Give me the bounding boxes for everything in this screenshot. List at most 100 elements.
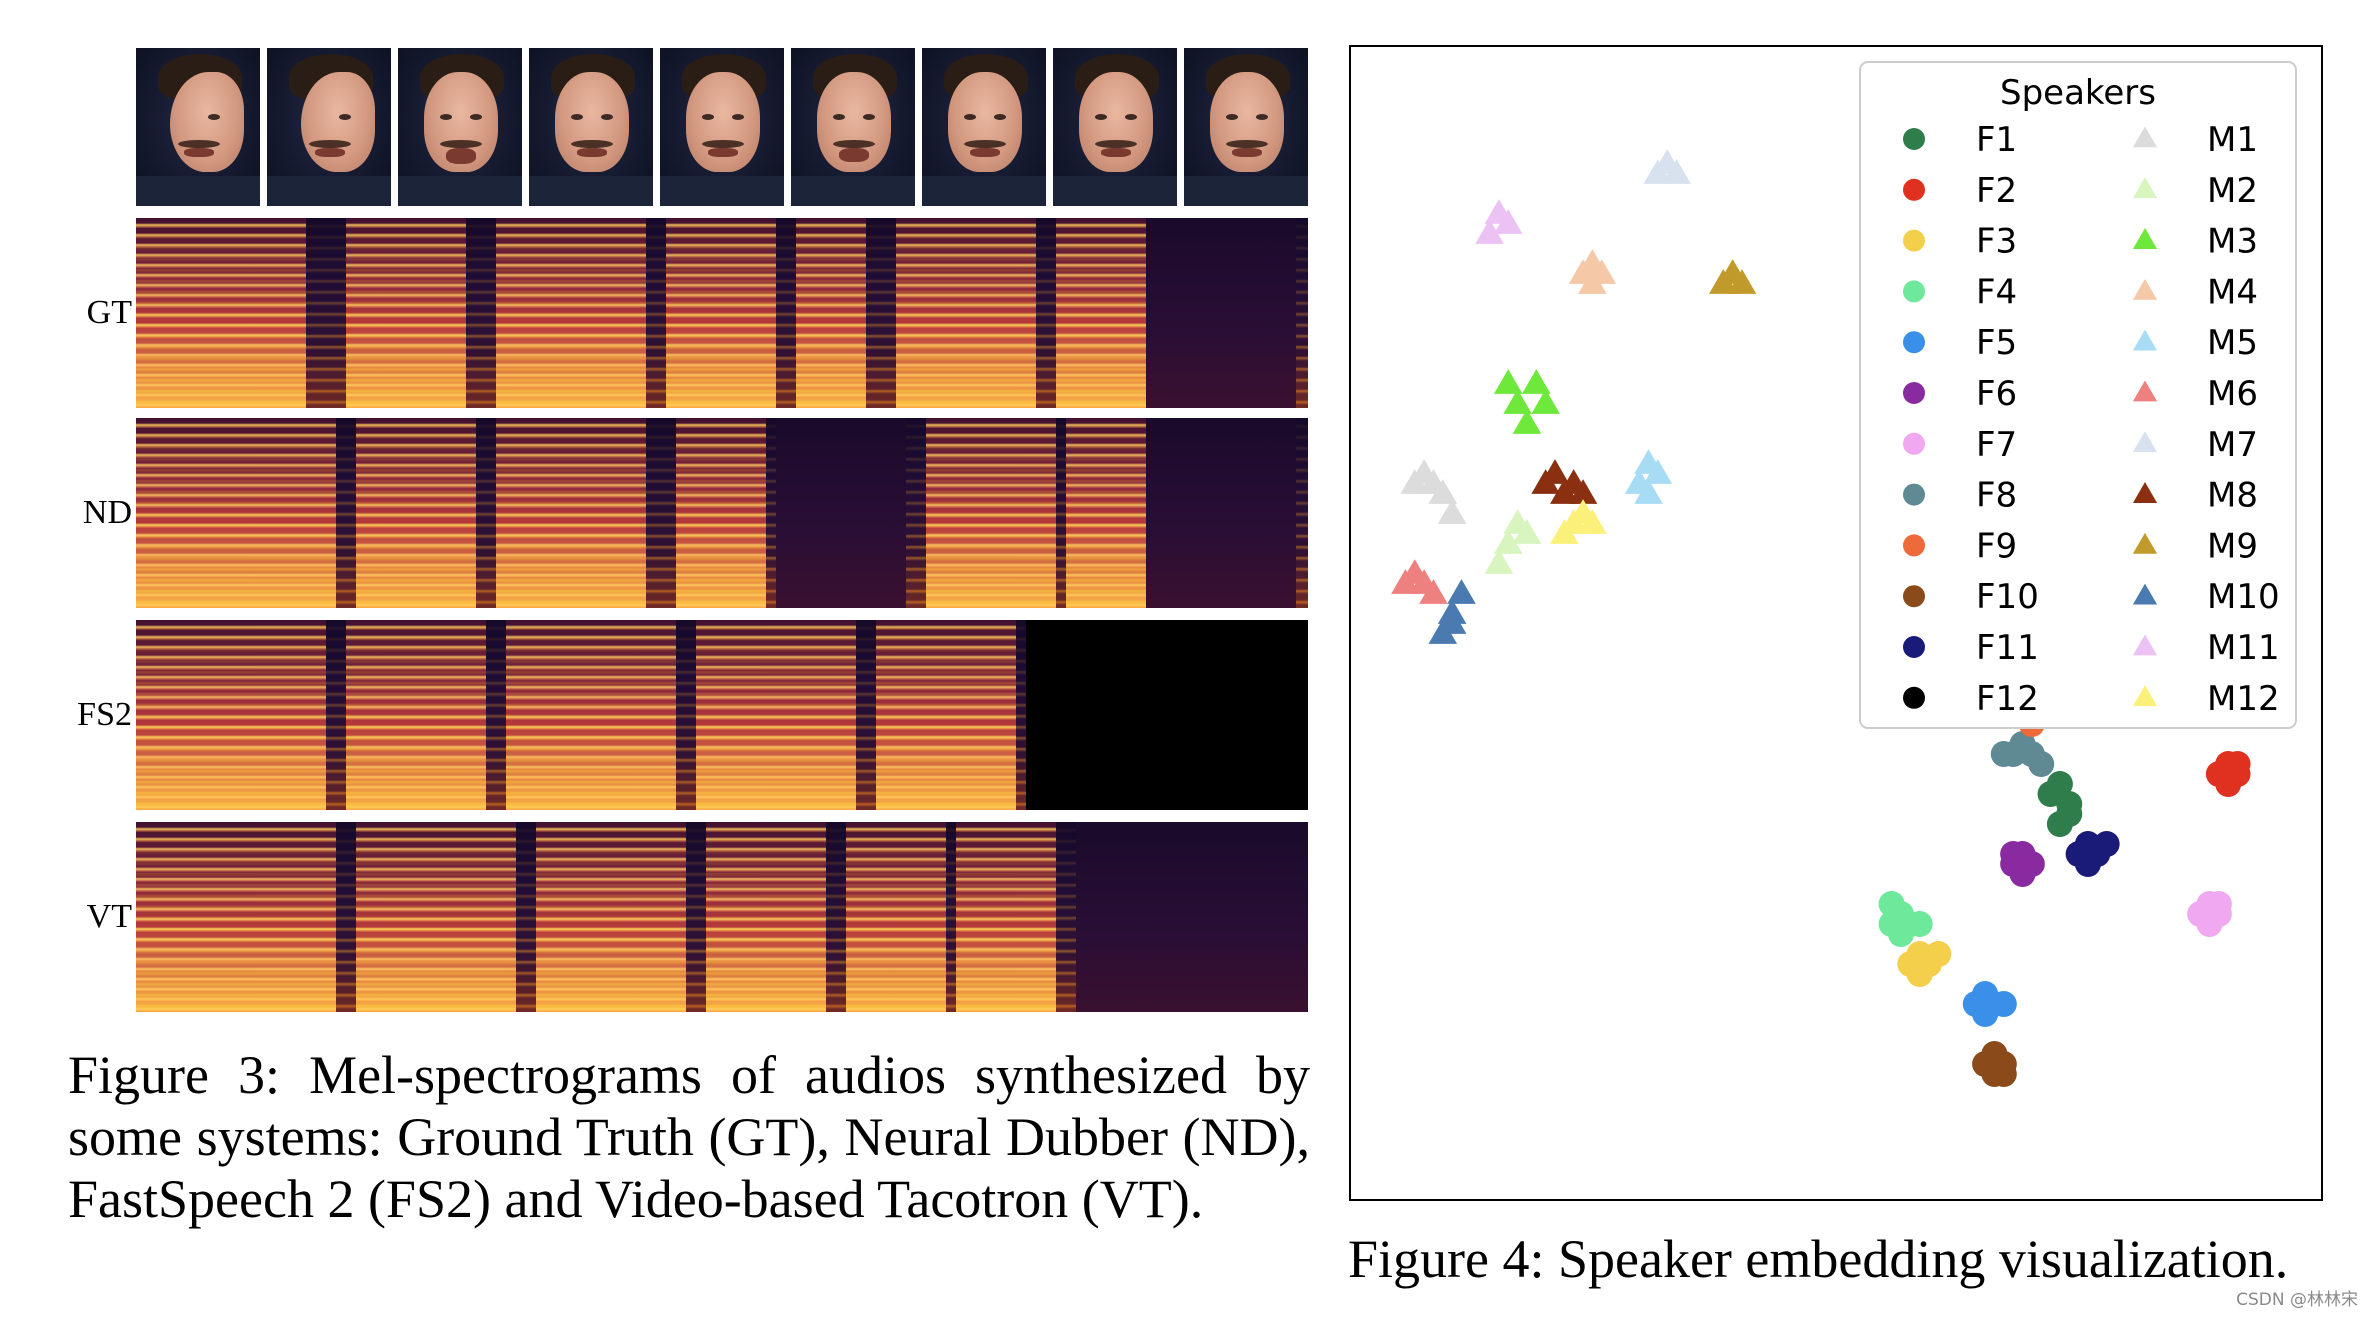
scatter-point-f11 [2093,831,2120,857]
scatter-point-f1 [2056,791,2083,817]
legend-label-f2: F2 [1976,171,2017,211]
legend-label-m4: M4 [2207,272,2258,312]
legend-marker-m6 [2132,380,2158,402]
legend-marker-f6 [1903,382,1925,404]
legend-marker-f1 [1903,128,1925,150]
scatter-point-m3 [1531,389,1560,414]
video-frame-3 [398,48,522,206]
spectrogram-nd [136,418,1308,608]
scatter-point-f8 [1990,741,2017,767]
speaker-embedding-scatter: Speakers F1 F2 F3 F4 F5 F6 F7 F8 F9 F10 F11 F12 M1 M2… [1349,45,2323,1201]
scatter-point-m9 [1727,269,1757,294]
legend-marker-m4 [2132,278,2158,300]
scatter-point-f3 [1906,961,1933,987]
scatter-point-m8 [1540,459,1570,484]
legend-label-f8: F8 [1976,476,2017,516]
legend-marker-f4 [1903,280,1925,303]
scatter-point-f8 [2028,751,2055,777]
video-frames-strip [136,48,1308,206]
spectrogram-row-fs2: FS2 [60,620,1310,810]
legend-label-m7: M7 [2207,425,2258,465]
scatter-point-f10 [1990,1061,2017,1087]
scatter-point-m3 [1512,409,1542,434]
scatter-point-m1 [1437,499,1467,524]
legend-label-m2: M2 [2207,171,2258,211]
legend-marker-m5 [2132,329,2158,351]
legend-label-f11: F11 [1976,628,2039,668]
legend-marker-f2 [1903,178,1925,201]
legend-marker-f10 [1903,585,1925,608]
legend-marker-m12 [2132,685,2158,707]
watermark: CSDN @林林宋 [2236,1290,2358,1310]
legend-marker-f12 [1903,686,1925,709]
scatter-point-m10 [1447,579,1476,604]
legend-label-m8: M8 [2207,476,2258,516]
scatter-point-f2 [2224,751,2251,777]
spectrogram-label: GT [86,294,132,331]
video-frame-7 [922,48,1046,206]
scatter-point-m3 [1503,389,1532,414]
figure-3-caption: Figure 3: Mel-spectrograms of audios syn… [68,1045,1310,1229]
legend-label-m10: M10 [2207,577,2280,617]
legend-label-m1: M1 [2207,120,2258,160]
scatter-point-f3 [1925,941,1952,967]
scatter-point-f5 [1990,991,2017,1017]
legend-marker-f9 [1903,534,1925,557]
legend-label-f10: F10 [1976,577,2039,617]
scatter-point-f7 [2196,911,2223,937]
spectrogram-fs2 [136,620,1308,810]
spectrogram-label: FS2 [77,696,132,733]
legend-label-m11: M11 [2207,628,2280,668]
legend-label-f9: F9 [1976,526,2017,566]
scatter-point-m3 [1522,369,1551,394]
video-frame-4 [529,48,653,206]
legend-marker-f5 [1903,331,1925,354]
spectrogram-gt [136,218,1308,408]
figure-4-caption: Figure 4: Speaker embedding visualizatio… [1348,1229,2289,1289]
legend: Speakers F1 F2 F3 F4 F5 F6 F7 F8 F9 F10 F11 F12 M1 M2… [1859,61,2297,729]
legend-marker-m9 [2132,532,2158,554]
scatter-point-m2 [1493,529,1523,554]
legend-label-f1: F1 [1976,120,2017,160]
scatter-point-m10 [1437,609,1467,634]
video-frame-8 [1053,48,1177,206]
legend-marker-f11 [1903,636,1925,658]
scatter-point-m4 [1578,269,1607,294]
spectrogram-label: ND [82,494,132,531]
legend-label-f6: F6 [1976,374,2017,414]
legend-marker-f3 [1903,229,1925,252]
legend-marker-m3 [2132,228,2158,249]
legend-label-m5: M5 [2207,323,2258,363]
legend-label-m3: M3 [2207,222,2258,262]
scatter-point-m8 [1568,479,1598,504]
legend-marker-m10 [2132,583,2158,605]
video-frame-9 [1184,48,1308,206]
scatter-point-f1 [2046,771,2073,797]
scatter-point-m11 [1475,219,1504,244]
scatter-point-m11 [1493,209,1523,234]
video-frame-1 [136,48,260,206]
legend-marker-m7 [2132,431,2158,453]
scatter-point-m2 [1512,519,1542,544]
spectrogram-vt [136,822,1308,1012]
legend-label-m12: M12 [2207,679,2280,719]
spectrogram-row-vt: VT [60,822,1310,1012]
scatter-point-m5 [1634,479,1663,504]
video-frame-6 [791,48,915,206]
scatter-point-f6 [2000,841,2027,867]
legend-label-f3: F3 [1976,222,2017,262]
legend-marker-m8 [2132,482,2158,503]
scatter-point-m7 [1662,159,1691,184]
spectrogram-label: VT [86,898,132,935]
scatter-point-m3 [1493,369,1523,394]
legend-label-f7: F7 [1976,425,2017,465]
legend-box [1859,61,2297,729]
legend-marker-m1 [2132,126,2158,148]
legend-label-f5: F5 [1976,323,2017,363]
video-frame-2 [267,48,391,206]
legend-marker-m11 [2132,634,2158,656]
scatter-point-m12 [1578,509,1607,534]
scatter-point-m5 [1643,459,1673,484]
legend-label-m9: M9 [2207,526,2258,566]
scatter-point-f4 [1878,911,1905,937]
